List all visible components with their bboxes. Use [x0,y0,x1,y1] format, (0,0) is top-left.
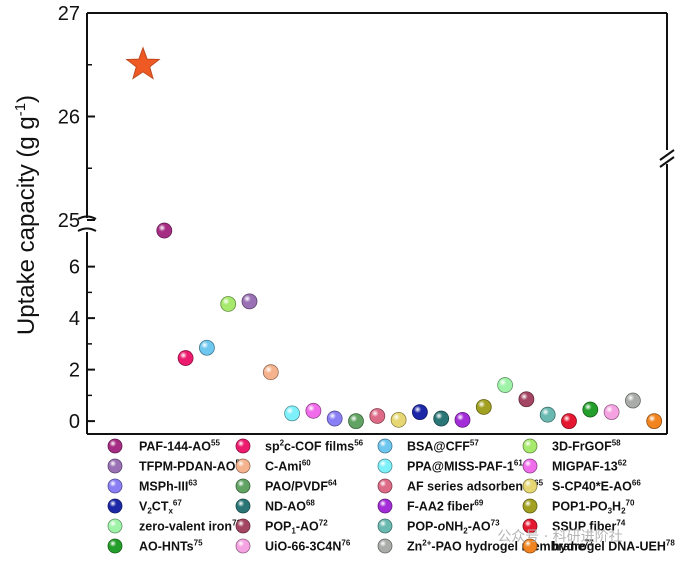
watermark: 公众号 · 科研进阶社 [497,529,622,545]
data-point-16 [475,399,492,415]
data-point-23 [625,392,641,409]
legend-marker-22 [377,538,393,554]
legend-label-13: ND-AO68 [265,499,315,514]
legend-marker-11 [522,478,538,494]
legend-marker-18 [377,518,393,534]
data-point-22 [603,404,620,421]
y-tick-label-upper-2: 27 [58,3,80,25]
axis-break-right [659,149,675,168]
legend-marker-12 [107,498,123,514]
y-tick-label-upper-1: 26 [58,107,80,129]
data-point-8 [305,402,322,419]
legend-marker-15 [522,498,538,514]
data-point-11 [369,408,386,424]
legend-label-7: MIGPAF-1362 [552,459,627,474]
legend-marker-14 [377,498,393,514]
y-axis-label-main: Uptake capacity (g g [13,116,40,335]
legend-label-22: Zn2+-PAO hydrogel membrane77 [407,539,594,554]
legend-marker-7 [522,458,538,474]
legend-label-14: F-AA2 fiber69 [407,499,484,514]
legend-label-6: PPA@MISS-PAF-161 [407,459,523,474]
data-point-1 [156,222,173,239]
legend-marker-10 [377,478,393,494]
legend-marker-16 [107,518,123,534]
y-tick-label-lower-1: 2 [69,360,80,382]
data-point-7 [284,405,301,422]
legend-label-19: SSUP fiber74 [552,519,626,534]
legend-label-17: POP1-AO72 [265,519,328,536]
legend-label-18: POP-oNH2-AO73 [407,519,500,536]
data-point-9 [326,410,343,427]
data-point-24 [646,413,663,430]
data-point-5 [241,293,258,310]
legend-marker-17 [235,518,251,534]
legend-marker-2 [377,438,393,454]
legend-label-16: zero-valent iron71 [139,519,242,534]
legend-label-8: MSPh-III63 [139,479,198,494]
legend-label-12: V2CTx67 [139,499,182,516]
data-point-12 [390,411,407,428]
legend-label-23: hydrogel DNA-UEH78 [552,539,675,554]
data-point-21 [582,401,599,418]
data-point-13 [411,404,428,421]
y-axis-label: Uptake capacity (g g-1) [12,95,40,335]
data-point-2 [177,350,194,366]
legend-marker-8 [107,478,123,494]
legend-label-5: C-Ami60 [265,459,311,474]
legend-label-10: AF series adsorbents65 [407,479,544,494]
legend-marker-9 [235,478,251,494]
data-point-6 [262,364,279,381]
y-tick-label-lower-3: 6 [69,257,80,279]
legend-label-0: PAF-144-AO55 [139,439,220,454]
legend-label-15: POP1-PO3H270 [552,499,635,516]
data-point-15 [454,411,471,428]
legend-marker-1 [235,438,251,454]
data-point-star [125,46,161,80]
plot-background [87,13,667,434]
data-point-10 [348,413,364,430]
data-points [125,46,663,430]
y-tick-label-lower-0: 0 [69,411,80,433]
legend-label-2: BSA@CFF57 [407,439,479,454]
legend-marker-23 [522,538,538,554]
data-point-18 [518,391,535,408]
legend-marker-0 [107,438,123,454]
legend: PAF-144-AO55 sp2c-COF films56 BSA@CFF57 3D-… [107,438,675,554]
legend-marker-21 [235,538,251,554]
data-point-19 [539,406,556,423]
legend-marker-4 [107,458,123,474]
data-point-20 [561,413,577,430]
y-tick-label-upper-0: 25 [58,210,80,232]
legend-marker-19 [522,518,538,534]
legend-marker-20 [107,538,123,554]
y-axis-label-end: ) [13,95,40,103]
data-point-4 [220,296,237,312]
axis-break-left [77,215,97,232]
data-point-17 [497,377,514,393]
legend-label-21: UiO-66-3C4N76 [265,539,351,554]
legend-marker-3 [522,438,538,454]
data-point-14 [433,410,450,427]
legend-marker-13 [235,498,251,514]
legend-marker-6 [377,458,393,474]
legend-label-1: sp2c-COF films56 [265,439,364,454]
y-tick-label-lower-2: 4 [69,308,80,330]
legend-label-11: S-CP40*E-AO66 [552,479,641,494]
y-axis-label-sup: -1 [12,103,29,116]
y-ticks: 25 26 27 0 2 4 6 [58,3,95,433]
legend-label-20: AO-HNTs75 [139,539,203,554]
legend-label-3: 3D-FrGOF58 [552,439,621,454]
legend-label-9: PAO/PVDF64 [265,479,337,494]
data-point-3 [198,339,215,356]
legend-marker-5 [235,458,251,474]
legend-label-4: TFPM-PDAN-AO59 [139,459,245,474]
